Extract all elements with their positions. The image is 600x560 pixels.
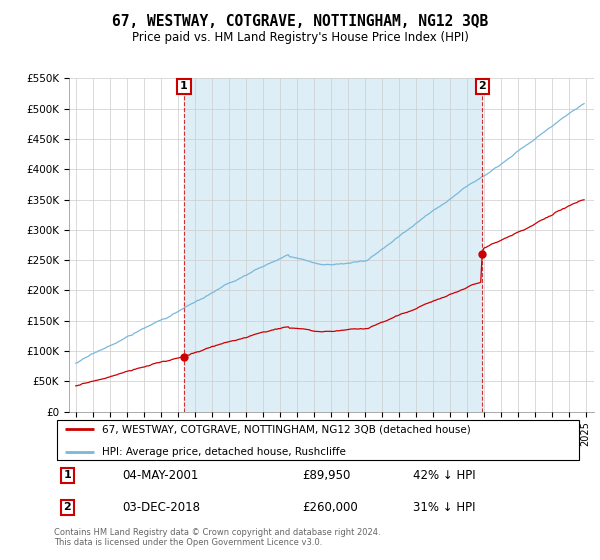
Text: 42% ↓ HPI: 42% ↓ HPI [413,469,476,482]
Bar [184,78,482,412]
Text: 31% ↓ HPI: 31% ↓ HPI [413,501,476,514]
Text: 67, WESTWAY, COTGRAVE, NOTTINGHAM, NG12 3QB: 67, WESTWAY, COTGRAVE, NOTTINGHAM, NG12 … [112,14,488,29]
Text: Price paid vs. HM Land Registry's House Price Index (HPI): Price paid vs. HM Land Registry's House … [131,31,469,44]
Text: 03-DEC-2018: 03-DEC-2018 [122,501,200,514]
FancyBboxPatch shape [56,420,580,460]
Text: 2: 2 [64,502,71,512]
Text: HPI: Average price, detached house, Rushcliffe: HPI: Average price, detached house, Rush… [101,447,346,458]
Text: 1: 1 [64,470,71,480]
Text: 04-MAY-2001: 04-MAY-2001 [122,469,199,482]
Text: 1: 1 [180,81,188,91]
Text: £260,000: £260,000 [302,501,358,514]
Text: 2: 2 [478,81,486,91]
Text: 67, WESTWAY, COTGRAVE, NOTTINGHAM, NG12 3QB (detached house): 67, WESTWAY, COTGRAVE, NOTTINGHAM, NG12 … [101,424,470,434]
Text: Contains HM Land Registry data © Crown copyright and database right 2024.
This d: Contains HM Land Registry data © Crown c… [54,528,380,547]
Text: £89,950: £89,950 [302,469,350,482]
